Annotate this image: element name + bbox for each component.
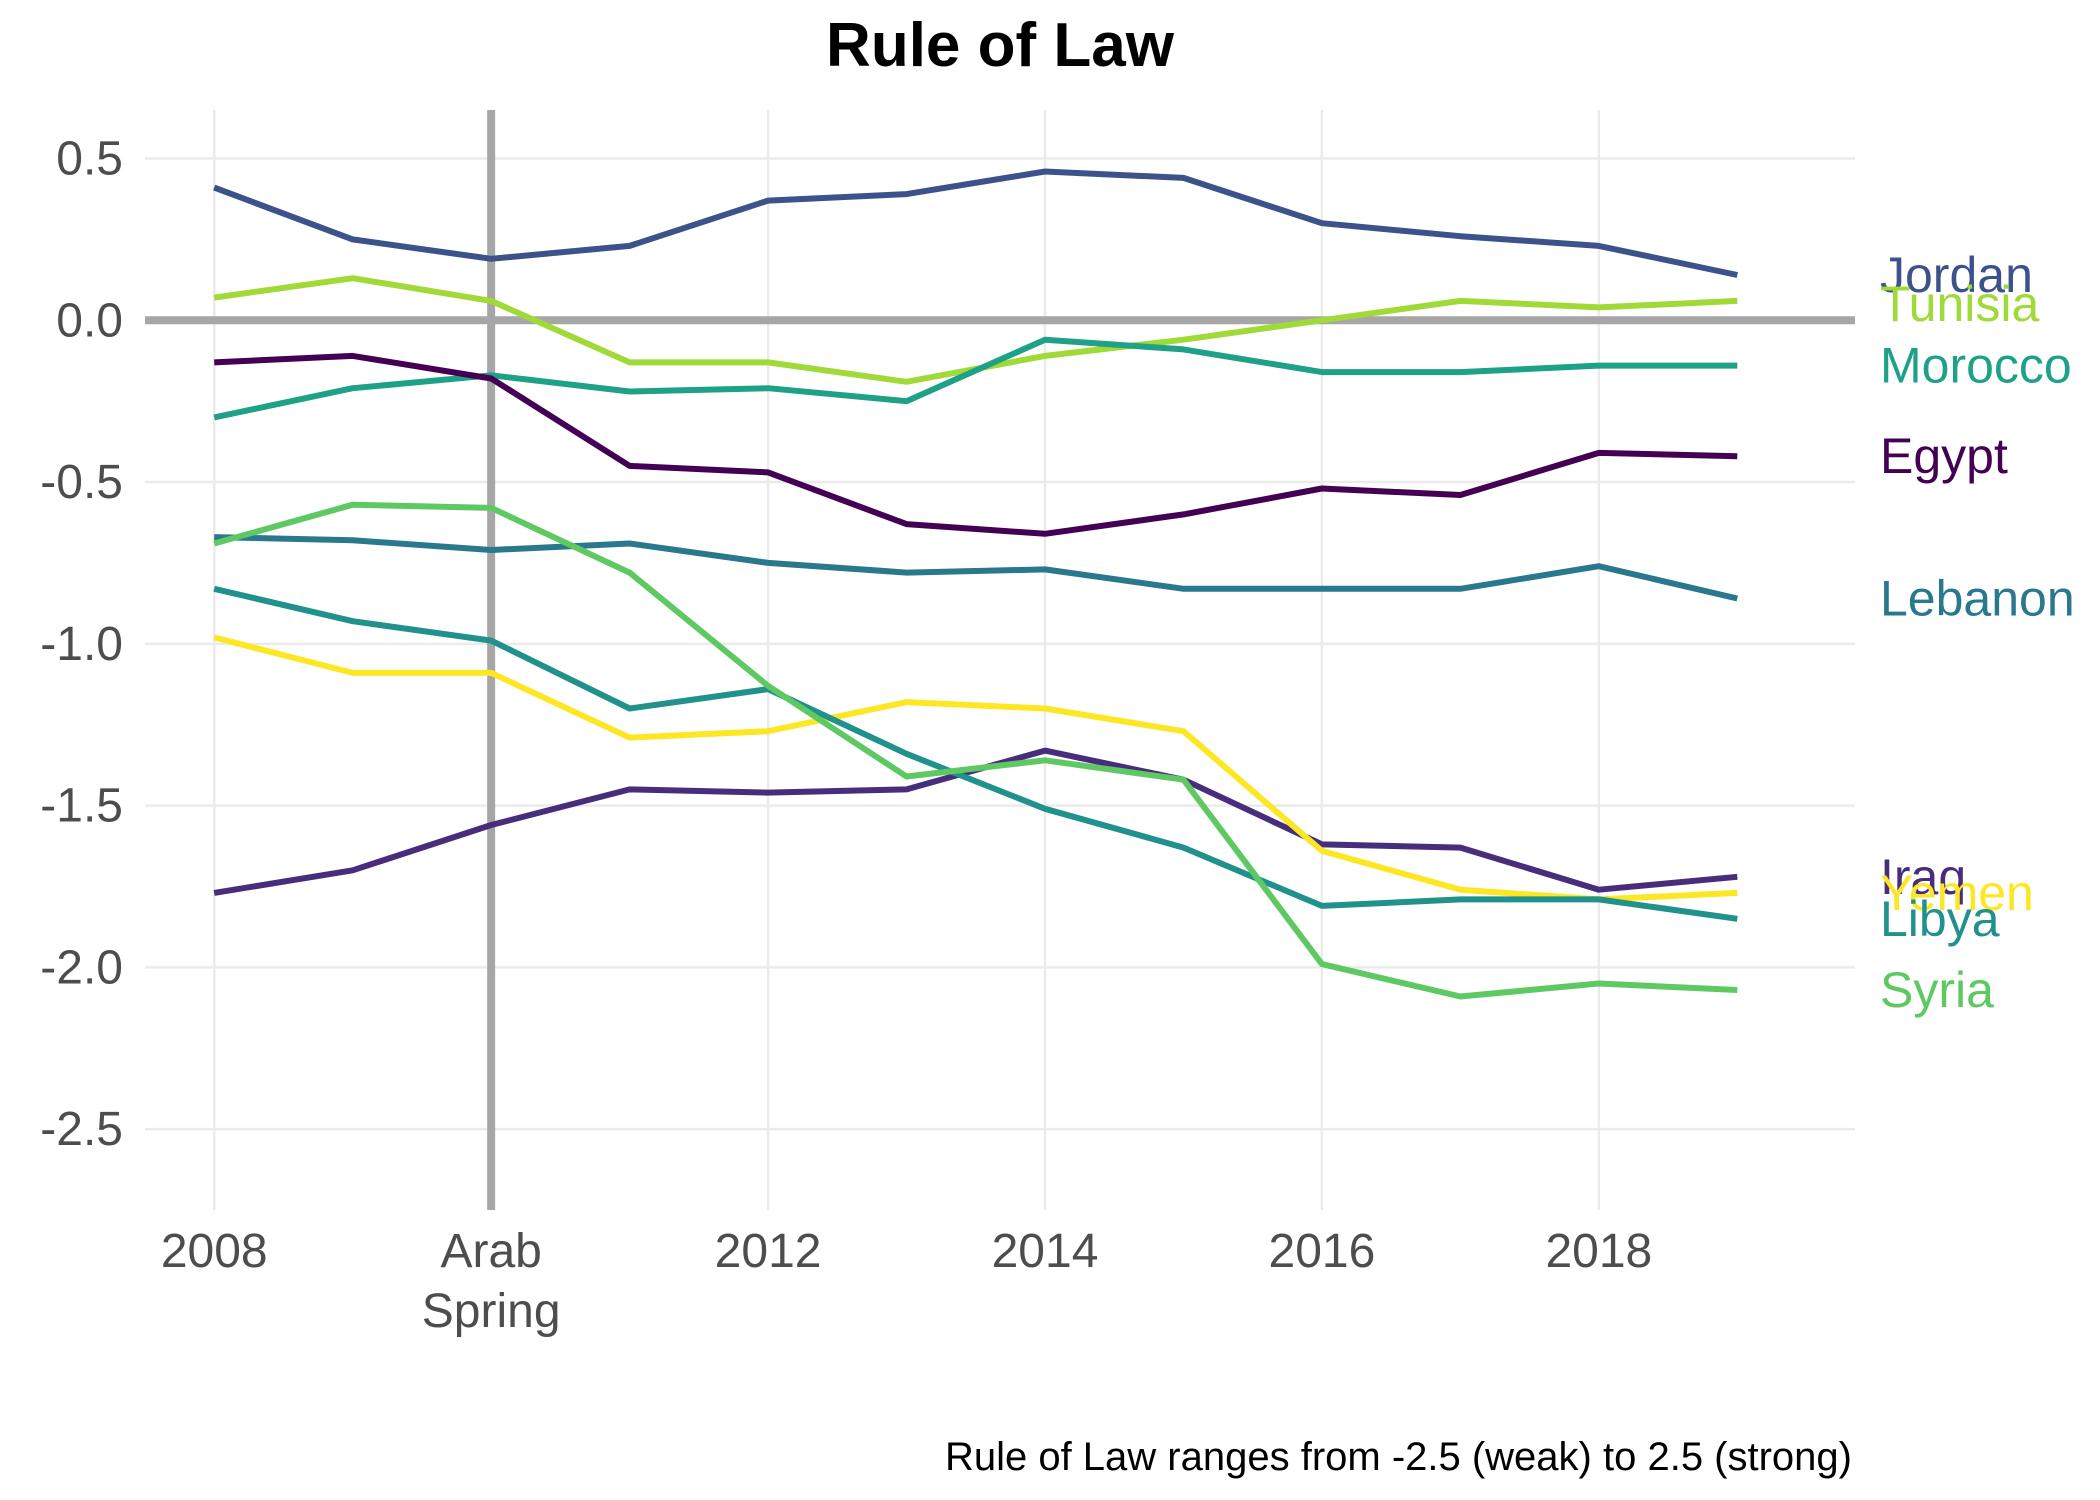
series-label-jordan: Jordan: [1880, 247, 2033, 303]
x-tick-label-2016: 2016: [1269, 1225, 1376, 1278]
series-line-egypt: [214, 352, 1738, 537]
series-line-syria: [213, 501, 1738, 1000]
reference-lines: [145, 110, 1855, 1210]
series-line-libya: [213, 585, 1738, 922]
y-axis-ticks: 0.5 0.0 -0.5 -1.0 -1.5 -2.0 -2.5: [40, 133, 123, 1157]
series-line-lebanon: [214, 534, 1738, 602]
x-tick-label-arab-spring: Arab Spring: [422, 1225, 561, 1338]
series-line-tunisia: [213, 275, 1738, 385]
y-tick-label-0-5: -0.5: [40, 456, 123, 509]
series-label-iraq: Iraq: [1880, 849, 1966, 905]
series-label-yemen: Yemen: [1880, 865, 2034, 921]
series-label-tunisia: Tunisia: [1880, 276, 2040, 332]
series-line-morocco: [213, 336, 1738, 421]
series-line-yemen: [213, 634, 1738, 903]
y-tick-label-1-0: -1.0: [40, 618, 123, 671]
y-tick-label-2-5: -2.5: [40, 1103, 123, 1156]
series-lines: [213, 168, 1738, 1000]
grid-lines: [145, 110, 1855, 1210]
series-label-morocco: Morocco: [1880, 338, 2072, 394]
series-label-lebanon: Lebanon: [1880, 571, 2075, 627]
x-tick-label-2012: 2012: [715, 1225, 822, 1278]
series-line-iraq: [213, 747, 1738, 896]
y-tick-label-2-0: -2.0: [40, 941, 123, 994]
y-tick-label-0-0: 0.0: [56, 294, 123, 347]
chart-title: Rule of Law: [826, 11, 1175, 80]
x-tick-label-2014: 2014: [992, 1225, 1099, 1278]
x-axis-ticks: 2008 Arab Spring 2012 2014 2016 2018: [161, 1225, 1652, 1338]
x-tick-label-2018: 2018: [1545, 1225, 1652, 1278]
x-tick-label-2008: 2008: [161, 1225, 268, 1278]
series-label-egypt: Egypt: [1880, 428, 2008, 484]
y-tick-label-0-5: 0.5: [56, 133, 123, 186]
chart-caption: Rule of Law ranges from -2.5 (weak) to 2…: [945, 1435, 1852, 1479]
series-label-libya: Libya: [1880, 891, 2000, 947]
series-label-syria: Syria: [1880, 962, 1994, 1018]
y-tick-label-1-5: -1.5: [40, 780, 123, 833]
series-line-jordan: [213, 168, 1738, 278]
